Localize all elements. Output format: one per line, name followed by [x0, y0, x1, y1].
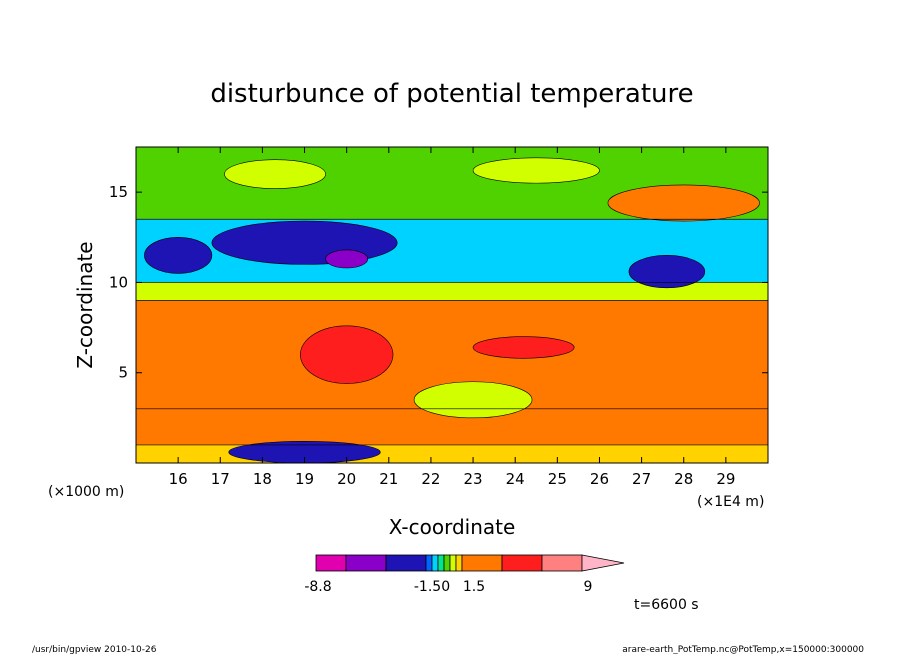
x-units-left: (×1000 m) — [48, 484, 124, 500]
x-tick-label: 22 — [421, 470, 440, 488]
colorbar-label-pos: 1.5 — [463, 579, 485, 595]
colorbar-segment — [345, 554, 387, 572]
time-annotation: t=6600 s — [634, 597, 699, 613]
colorbar — [315, 554, 625, 572]
x-tick-label: 27 — [632, 470, 651, 488]
y-axis-label: Z-coordinate — [73, 241, 97, 368]
colorbar-segment — [385, 554, 427, 572]
contour-region-8 — [224, 159, 326, 189]
x-tick-label: 24 — [506, 470, 525, 488]
colorbar-segment — [443, 554, 451, 572]
x-tick-label: 25 — [548, 470, 567, 488]
footer-left: /usr/bin/gpview 2010-10-26 — [32, 645, 157, 654]
yellow-band — [136, 282, 768, 301]
plot-frame — [135, 146, 769, 464]
colorbar-label-min: -8.8 — [304, 579, 331, 595]
colorbar-arrow — [581, 554, 625, 572]
colorbar-segment — [501, 554, 543, 572]
colorbar-segment — [449, 554, 457, 572]
colorbar-segment — [455, 554, 463, 572]
colorbar-segment — [315, 554, 347, 572]
contour-region-1 — [325, 249, 369, 269]
x-tick-label: 21 — [379, 470, 398, 488]
contour-region-3 — [628, 255, 706, 289]
footer-right: arare-earth_PotTemp.nc@PotTemp,x=150000:… — [622, 645, 864, 654]
x-units-right: (×1E4 m) — [697, 494, 764, 510]
x-tick-label: 18 — [253, 470, 272, 488]
x-axis: 16 17 18 19 20 21 22 23 24 25 26 27 28 29 — [169, 147, 735, 488]
y-tick-label: 15 — [109, 183, 128, 201]
plot-area — [136, 147, 768, 463]
colorbar-segment — [461, 554, 503, 572]
x-tick-label: 19 — [295, 470, 314, 488]
colorbar-label-neg: -1.50 — [414, 579, 450, 595]
chart-title: disturbunce of potential temperature — [210, 79, 693, 109]
colorbar-labels: -8.8 -1.50 1.5 9 — [304, 579, 592, 595]
x-tick-label: 20 — [337, 470, 356, 488]
x-tick-label: 23 — [464, 470, 483, 488]
contour-region-4 — [300, 325, 394, 384]
x-tick-label: 29 — [716, 470, 735, 488]
contour-region-7 — [413, 381, 533, 419]
contour-region-2 — [144, 236, 213, 274]
x-tick-label: 16 — [169, 470, 188, 488]
contour-region-0 — [211, 220, 398, 265]
x-tick-label: 28 — [674, 470, 693, 488]
colorbar-label-max: 9 — [584, 579, 593, 595]
y-tick-label: 5 — [118, 364, 128, 382]
contour-region-9 — [472, 157, 600, 184]
colorbar-segment — [425, 554, 433, 572]
x-tick-label: 26 — [590, 470, 609, 488]
colorbar-segment — [431, 554, 439, 572]
x-tick-label: 17 — [211, 470, 230, 488]
y-axis: 5 10 15 — [109, 183, 768, 382]
contour-region-6 — [607, 184, 760, 222]
x-axis-label: X-coordinate — [389, 515, 516, 539]
y-tick-label: 10 — [109, 273, 128, 291]
contour-region-5 — [472, 336, 575, 359]
colorbar-segment — [541, 554, 583, 572]
colorbar-segment — [437, 554, 445, 572]
